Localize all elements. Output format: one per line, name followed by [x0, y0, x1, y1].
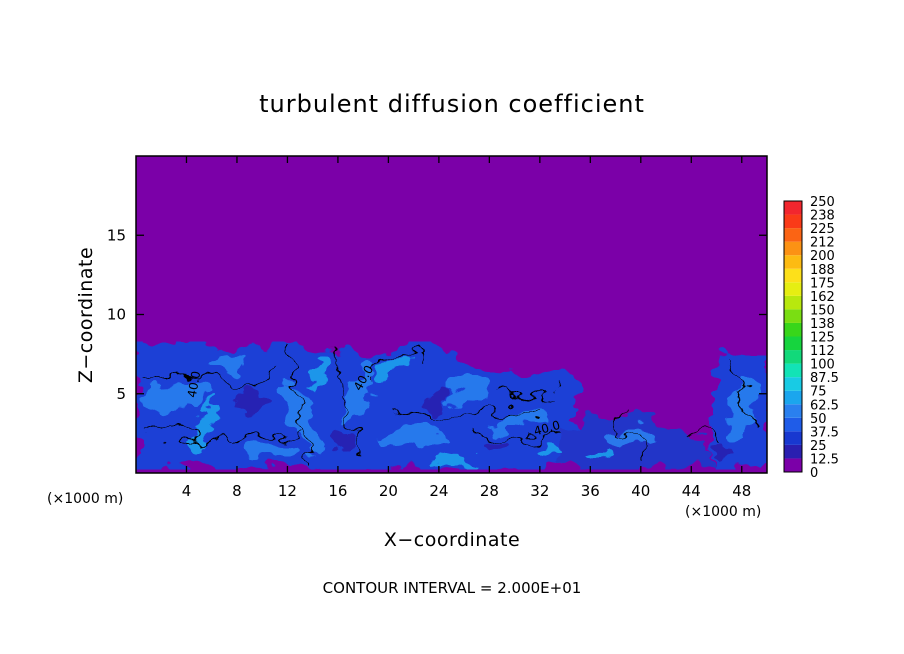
plot-area: [136, 156, 767, 473]
y-axis: 5 10 15: [107, 226, 767, 403]
colorbar-swatch: [784, 322, 802, 337]
colorbar-swatch: [784, 458, 802, 472]
colorbar-label: 87.5: [810, 371, 839, 386]
y-tick-label: 15: [107, 226, 126, 244]
colorbar-swatch: [784, 350, 802, 364]
colorbar-label: 75: [810, 385, 827, 400]
colorbar-label: 162: [810, 290, 835, 305]
x-axis-title: X−coordinate: [384, 529, 520, 551]
colorbar: 012.52537.55062.57587.510011212513815016…: [783, 195, 839, 481]
colorbar-label: 50: [810, 412, 827, 427]
colorbar-swatch: [784, 363, 802, 378]
x-tick-label: 12: [278, 482, 297, 500]
x-tick-label: 40: [631, 482, 650, 500]
colorbar-swatch: [784, 255, 802, 269]
colorbar-swatch: [784, 268, 802, 283]
x-tick-label: 32: [530, 482, 549, 500]
x-tick-label: 20: [379, 482, 398, 500]
y-tick-label: 10: [107, 306, 126, 324]
colorbar-swatch: [784, 444, 802, 459]
colorbar-swatch: [784, 336, 802, 351]
contour-label: 40.0: [532, 418, 561, 438]
colorbar-swatch: [784, 214, 802, 229]
colorbar-label: 150: [810, 303, 835, 318]
colorbar-label: 25: [810, 439, 827, 454]
x-tick-label: 48: [732, 482, 751, 500]
colorbar-label: 175: [810, 276, 835, 291]
colorbar-label: 188: [810, 263, 835, 278]
colorbar-swatch: [784, 309, 802, 323]
x-tick-label: 16: [328, 482, 347, 500]
y-tick-label: 5: [116, 385, 126, 403]
colorbar-label: 138: [810, 317, 835, 332]
colorbar-swatch: [784, 282, 802, 296]
colorbar-label: 12.5: [810, 452, 839, 467]
colorbar-label: 225: [810, 222, 835, 237]
x-axis: 4 8 12 16 20 24 28 32 36 40 44 48: [182, 156, 751, 500]
colorbar-frame: [783, 200, 803, 473]
colorbar-label: 100: [810, 358, 835, 373]
chart-title: turbulent diffusion coefficient: [259, 90, 645, 118]
colorbar-swatch: [784, 431, 802, 445]
contour-label: 40.0: [185, 370, 203, 399]
x-unit-left: (×1000 m): [47, 491, 123, 507]
colorbar-label: 200: [810, 249, 835, 264]
colorbar-swatch: [784, 404, 802, 418]
x-tick-label: 36: [581, 482, 600, 500]
colorbar-label: 125: [810, 331, 835, 346]
x-tick-label: 24: [429, 482, 448, 500]
y-axis-title: Z−coordinate: [75, 247, 97, 383]
turbulent-layer: [136, 341, 767, 470]
x-tick-label: 28: [480, 482, 499, 500]
colorbar-swatch: [784, 390, 802, 405]
colorbar-label: 212: [810, 236, 835, 251]
colorbar-label: 37.5: [810, 425, 839, 440]
colorbar-label: 238: [810, 209, 835, 224]
colorbar-label: 250: [810, 195, 835, 210]
colorbar-label: 0: [810, 466, 818, 481]
x-unit-right: (×1000 m): [685, 504, 761, 520]
colorbar-swatch: [784, 377, 802, 391]
colorbar-swatch: [784, 295, 802, 310]
colorbar-swatch: [784, 417, 802, 432]
colorbar-swatch: [784, 228, 802, 242]
colorbar-label: 62.5: [810, 398, 839, 413]
colorbar-swatch: [784, 241, 802, 256]
x-tick-label: 4: [182, 482, 192, 500]
colorbar-swatch: [784, 201, 802, 215]
x-tick-label: 44: [682, 482, 701, 500]
contour-interval-note: CONTOUR INTERVAL = 2.000E+01: [323, 579, 582, 597]
x-tick-label: 8: [232, 482, 242, 500]
colorbar-label: 112: [810, 344, 835, 359]
